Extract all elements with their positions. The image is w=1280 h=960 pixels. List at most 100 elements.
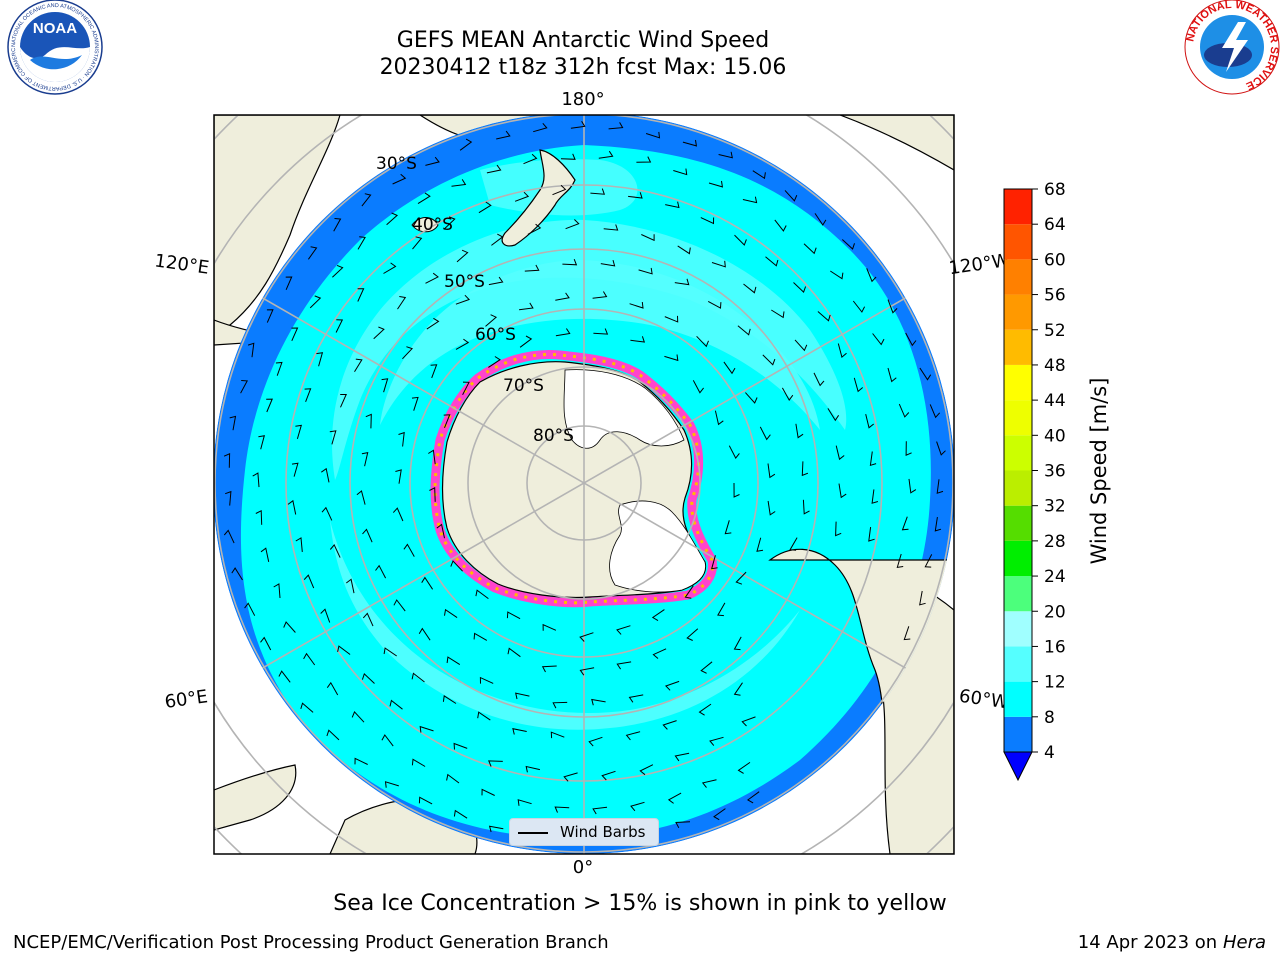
wind-barb (477, 711, 491, 721)
wind-barb (231, 567, 243, 581)
lat-label-60s: 60°S (475, 325, 516, 345)
wind-barb (579, 632, 594, 642)
wind-barb (375, 564, 387, 579)
wind-barb (333, 218, 342, 232)
wind-barb (835, 521, 842, 537)
wind-barb (803, 243, 817, 255)
wind-barb (443, 414, 451, 428)
wind-barb (616, 661, 632, 670)
graticule (214, 115, 954, 854)
wind-barb (759, 426, 771, 441)
tasmania (411, 217, 439, 233)
wind-barb (701, 779, 717, 788)
wind-barb (455, 338, 470, 350)
colorbar-band-40-44 (1004, 400, 1032, 436)
colorbar-ticks: 68 64 60 56 52 48 44 40 36 32 28 24 20 16 12 8 4 (1032, 180, 1066, 763)
wind-barb (273, 583, 281, 599)
colorbar-tick-label: 64 (1044, 215, 1066, 235)
wind-barb (756, 537, 764, 552)
wind-barb (936, 479, 944, 494)
wind-barb (260, 547, 270, 563)
wind-barb (675, 821, 691, 829)
wind-barb (673, 168, 688, 176)
colorbar-tick-label: 40 (1044, 426, 1066, 446)
wind-barb (838, 483, 847, 499)
colorbar: 68 64 60 56 52 48 44 40 36 32 28 24 20 16 12 8 4 Wind Sp… (1003, 180, 1111, 782)
lon-label-60w: 60°W (958, 686, 1010, 714)
wind-barb (421, 576, 434, 590)
wind-barb (357, 288, 365, 302)
wind-barb (771, 309, 785, 319)
wind-barb (512, 728, 527, 735)
wind-barb (651, 609, 665, 622)
map-frame (213, 114, 955, 855)
wind-barb (340, 394, 347, 408)
wind-barb (252, 472, 260, 488)
wind-barb (896, 553, 904, 569)
wind-barb (552, 701, 568, 709)
wind-barb (630, 336, 646, 343)
wind-barb (527, 223, 542, 235)
wind-barb (563, 772, 578, 782)
wind-barb (524, 264, 540, 272)
wind-barb (628, 694, 644, 703)
wind-barb (247, 342, 255, 358)
colorbar-bands (1004, 189, 1032, 752)
wind-barb (303, 574, 315, 589)
wind-barb (827, 408, 840, 422)
wind-barb (225, 490, 232, 506)
wind-barb (446, 773, 460, 784)
wind-barb (603, 224, 619, 231)
colorbar-band-16-20 (1004, 611, 1032, 647)
wind-barb (767, 463, 776, 479)
wind-barb (692, 380, 704, 394)
wind-barb (728, 445, 740, 460)
wind-barb (734, 234, 747, 246)
wind-barb (735, 571, 747, 585)
wind-barb (321, 467, 330, 483)
wind-barb (887, 367, 897, 383)
wind-barb (570, 121, 586, 129)
wind-barb (260, 636, 272, 651)
wind-barb (255, 510, 263, 525)
wind-barb (743, 283, 757, 294)
antarctic-peninsula-ice (609, 500, 706, 593)
wind-barb (309, 295, 322, 309)
wind-barb (479, 676, 494, 684)
wind-barb (488, 760, 503, 767)
wind-barb (429, 486, 436, 502)
wind-barb (453, 742, 468, 750)
wind-barb (639, 764, 654, 776)
wind-barb (223, 453, 231, 468)
wind-barb (430, 364, 438, 379)
wind-barb (762, 354, 776, 366)
wind-barb (329, 430, 337, 445)
wind-barb (285, 276, 293, 291)
wind-barb (664, 315, 679, 323)
wind-barb (868, 527, 875, 542)
wind-barb (746, 791, 760, 804)
wind-barb (802, 499, 810, 515)
wind-barb (898, 403, 910, 418)
wind-barb (533, 122, 548, 133)
wind-barb (287, 499, 297, 515)
wind-barbs-legend: Wind Barbs (509, 818, 659, 846)
map-title: GEFS MEAN Antarctic Wind Speed (396, 28, 770, 53)
wind-barb (392, 173, 407, 185)
wind-barb (630, 801, 645, 812)
wind-barb (244, 602, 256, 616)
wind-barb (411, 758, 426, 767)
wind-barb (453, 809, 468, 819)
map-subtitle: 20230412 t18z 312h fcst Max: 15.06 (379, 55, 787, 80)
wind-barb (629, 301, 644, 309)
wind-barb (542, 623, 557, 631)
wind-barb (488, 276, 504, 286)
wind-barb (664, 680, 680, 691)
wind-barb (852, 300, 866, 313)
wind-barb (929, 404, 941, 419)
wind-barb (525, 765, 541, 773)
wind-barb (638, 267, 653, 275)
wind-barb (560, 153, 576, 160)
wind-barb (514, 191, 530, 202)
wind-barb (417, 192, 431, 205)
